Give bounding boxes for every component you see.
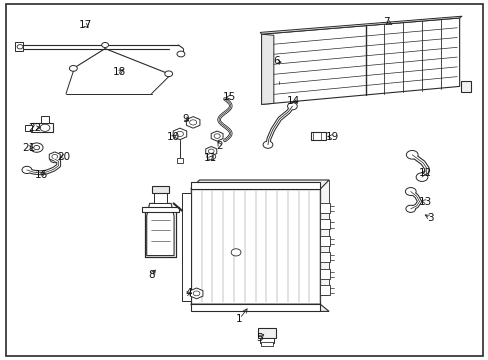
Text: 16: 16 — [35, 170, 48, 180]
Polygon shape — [190, 189, 320, 304]
Polygon shape — [186, 117, 200, 128]
Polygon shape — [320, 203, 329, 213]
Circle shape — [50, 156, 60, 163]
Text: 8: 8 — [148, 270, 155, 280]
Text: 4: 4 — [184, 288, 191, 298]
Polygon shape — [320, 252, 329, 262]
Text: 15: 15 — [223, 92, 236, 102]
Bar — [259, 338, 274, 343]
Text: 17: 17 — [79, 20, 92, 30]
Circle shape — [22, 166, 32, 174]
Polygon shape — [190, 304, 328, 311]
Text: 9: 9 — [182, 114, 189, 124]
Polygon shape — [49, 152, 60, 161]
Polygon shape — [199, 180, 328, 295]
Text: 14: 14 — [286, 96, 300, 106]
Circle shape — [405, 188, 415, 195]
Bar — [310, 132, 325, 140]
Text: 5: 5 — [255, 333, 262, 343]
Bar — [190, 182, 320, 189]
Circle shape — [52, 154, 58, 159]
Circle shape — [406, 150, 417, 159]
Bar — [25, 125, 32, 131]
Text: 21: 21 — [22, 143, 36, 153]
Circle shape — [287, 103, 297, 110]
Circle shape — [231, 249, 241, 256]
Circle shape — [415, 173, 427, 181]
Polygon shape — [205, 147, 216, 156]
Text: 20: 20 — [57, 152, 70, 162]
Bar — [460, 81, 470, 92]
Text: 19: 19 — [325, 132, 339, 142]
Text: 3: 3 — [426, 213, 433, 223]
Circle shape — [214, 134, 220, 138]
Text: 10: 10 — [167, 132, 180, 142]
Bar — [261, 342, 272, 346]
Bar — [15, 42, 23, 51]
Circle shape — [69, 66, 77, 71]
Circle shape — [34, 145, 40, 150]
Circle shape — [102, 42, 108, 48]
Bar — [190, 304, 320, 311]
Bar — [257, 328, 276, 338]
Polygon shape — [190, 288, 203, 299]
Text: 6: 6 — [272, 56, 279, 66]
Circle shape — [17, 45, 23, 49]
Text: 2: 2 — [216, 141, 223, 151]
Polygon shape — [260, 16, 461, 34]
Circle shape — [405, 205, 415, 212]
Text: 18: 18 — [113, 67, 126, 77]
Circle shape — [30, 143, 43, 152]
Circle shape — [193, 291, 200, 296]
Bar — [177, 158, 183, 163]
Polygon shape — [190, 180, 328, 189]
Circle shape — [206, 153, 215, 160]
Circle shape — [189, 120, 196, 125]
Text: 1: 1 — [236, 314, 243, 324]
Polygon shape — [320, 285, 329, 295]
Text: 7: 7 — [382, 17, 389, 27]
Polygon shape — [182, 193, 190, 301]
Polygon shape — [261, 18, 459, 104]
Bar — [151, 186, 169, 193]
Circle shape — [263, 141, 272, 148]
Polygon shape — [173, 128, 186, 140]
Polygon shape — [320, 219, 329, 229]
Text: 12: 12 — [418, 168, 431, 178]
Text: 11: 11 — [203, 153, 217, 163]
Polygon shape — [211, 131, 223, 141]
Circle shape — [164, 71, 172, 77]
Polygon shape — [320, 236, 329, 246]
Polygon shape — [320, 269, 329, 279]
Text: 13: 13 — [418, 197, 431, 207]
Bar — [41, 116, 49, 123]
Bar — [153, 193, 167, 203]
Circle shape — [177, 51, 184, 57]
Polygon shape — [146, 203, 174, 256]
Polygon shape — [142, 207, 179, 212]
Circle shape — [208, 149, 214, 153]
Polygon shape — [261, 34, 273, 104]
Circle shape — [40, 124, 50, 131]
Text: 22: 22 — [28, 123, 42, 133]
Polygon shape — [31, 123, 53, 132]
Circle shape — [176, 131, 183, 136]
